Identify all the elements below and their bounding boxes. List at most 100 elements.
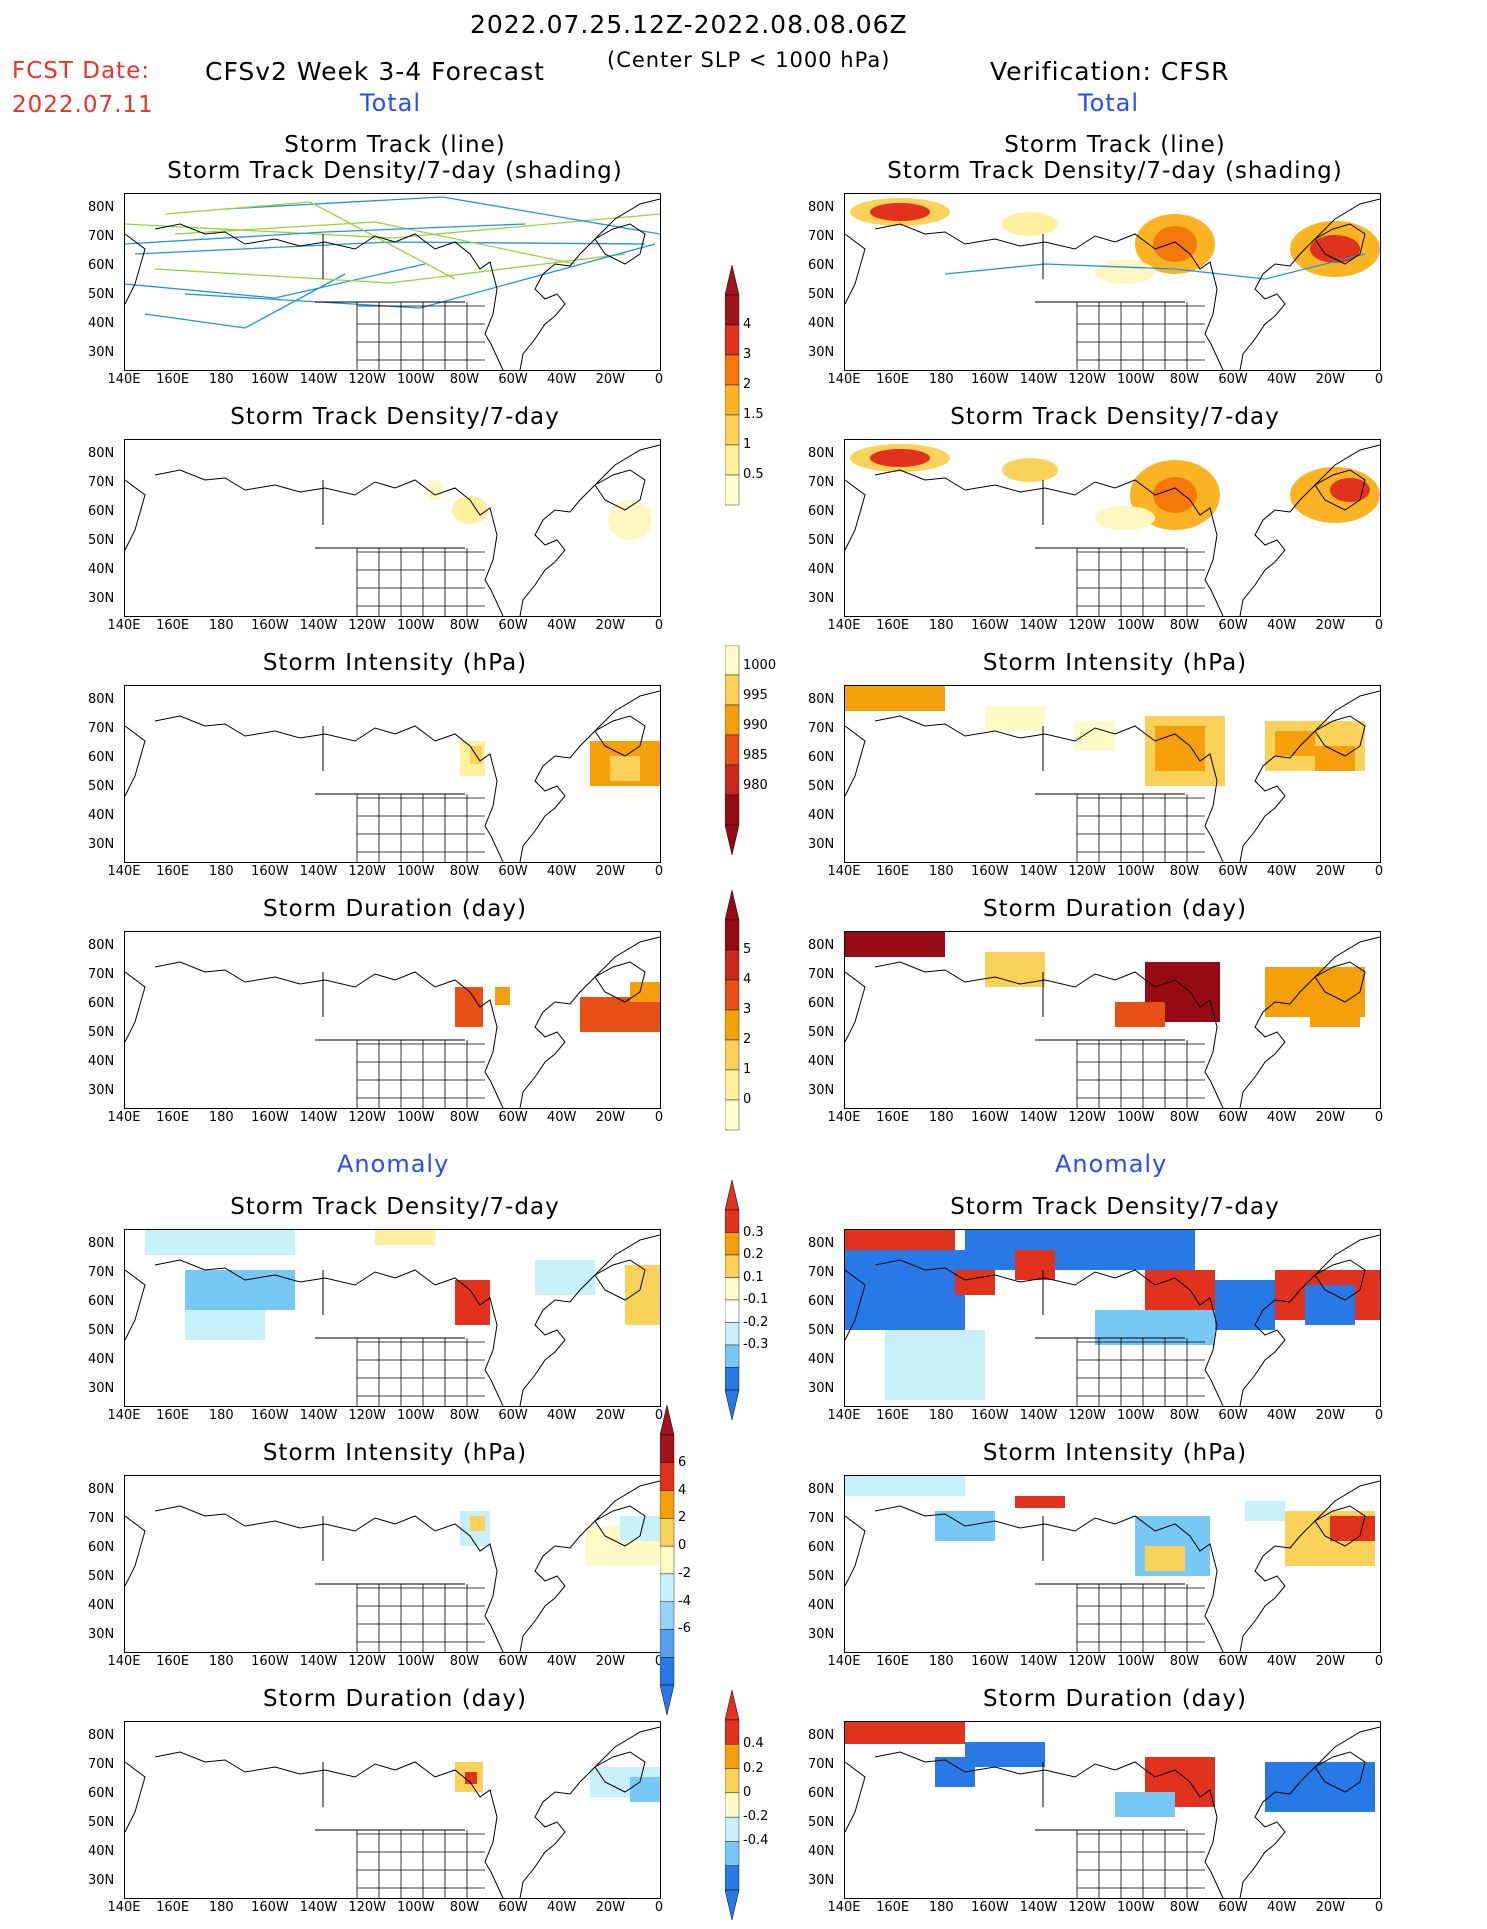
colorbar-tick-label: 1 bbox=[743, 437, 752, 452]
lon-tick-label: 160W bbox=[971, 618, 1009, 633]
lon-tick-label: 100W bbox=[396, 618, 435, 633]
lat-tick-label: 80N bbox=[88, 938, 115, 953]
lon-tick-label: 100W bbox=[1116, 372, 1155, 387]
lon-tick-label: 20W bbox=[1315, 864, 1346, 879]
lat-tick-label: 80N bbox=[808, 446, 835, 461]
lat-tick-label: 60N bbox=[88, 996, 115, 1011]
lon-tick-label: 120W bbox=[1068, 1654, 1107, 1669]
right-p7-title: Storm Duration (day) bbox=[983, 1686, 1247, 1712]
lon-tick-label: 40W bbox=[1267, 1408, 1297, 1423]
right-map-svg-2 bbox=[845, 444, 1380, 616]
lon-tick-label: 160E bbox=[876, 618, 910, 633]
colorbar-tick-label: 995 bbox=[743, 688, 768, 703]
lon-tick-label: 140W bbox=[1019, 1110, 1058, 1125]
lat-tick-label: 50N bbox=[88, 1569, 115, 1584]
colorbar-tick-label: -0.2 bbox=[743, 1809, 769, 1825]
lat-tick-label: 70N bbox=[808, 967, 835, 982]
lon-tick-label: 140W bbox=[299, 618, 338, 633]
lon-tick-label: 140E bbox=[107, 1110, 141, 1125]
lon-tick-label: 160W bbox=[971, 1110, 1009, 1125]
lon-tick-label: 160W bbox=[971, 864, 1009, 879]
lon-tick-label: 140W bbox=[1019, 1900, 1058, 1915]
lat-tick-label: 70N bbox=[808, 229, 835, 244]
colorbar-tick-label: 4 bbox=[678, 1482, 687, 1498]
lon-tick-label: 60W bbox=[498, 1408, 528, 1423]
lon-tick-label: 120W bbox=[348, 372, 387, 387]
lat-tick-label: 80N bbox=[808, 938, 835, 953]
lat-tick-label: 70N bbox=[88, 1511, 115, 1526]
lat-tick-label: 30N bbox=[808, 345, 835, 360]
left-map-svg-5 bbox=[125, 1230, 660, 1406]
lon-tick-label: 140E bbox=[107, 864, 141, 879]
lon-tick-label: 160E bbox=[156, 1110, 190, 1125]
lat-tick-label: 30N bbox=[88, 345, 115, 360]
lat-tick-label: 70N bbox=[88, 475, 115, 490]
lon-tick-label: 60W bbox=[498, 864, 528, 879]
lat-tick-label: 80N bbox=[808, 200, 835, 215]
lon-tick-label: 160W bbox=[971, 1654, 1009, 1669]
lon-tick-label: 160W bbox=[971, 1408, 1009, 1423]
lon-tick-label: 120W bbox=[348, 1654, 387, 1669]
lat-tick-label: 70N bbox=[808, 1265, 835, 1280]
lon-tick-label: 20W bbox=[595, 372, 626, 387]
lat-tick-label: 50N bbox=[808, 779, 835, 794]
right-p6-title: Storm Intensity (hPa) bbox=[982, 1440, 1248, 1466]
lon-tick-label: 80W bbox=[1169, 864, 1200, 879]
lat-tick-label: 80N bbox=[88, 1236, 115, 1251]
colorbar-tick-label: -0.2 bbox=[743, 1314, 769, 1330]
lon-tick-label: 160W bbox=[971, 372, 1009, 387]
lat-tick-label: 50N bbox=[808, 1323, 835, 1338]
right-map-panel-5 bbox=[844, 1229, 1381, 1407]
lon-tick-label: 20W bbox=[1315, 372, 1346, 387]
lon-tick-label: 140W bbox=[299, 1654, 338, 1669]
right-map-panel-6 bbox=[844, 1475, 1381, 1653]
lon-tick-label: 140W bbox=[1019, 1654, 1058, 1669]
lon-tick-label: 0 bbox=[654, 1900, 664, 1915]
lat-tick-label: 30N bbox=[808, 1381, 835, 1396]
criterion-label: (Center SLP < 1000 hPa) bbox=[607, 48, 891, 72]
lat-tick-label: 40N bbox=[808, 316, 835, 331]
right-map-svg-3 bbox=[845, 686, 1380, 862]
lon-tick-label: 20W bbox=[595, 1654, 626, 1669]
left-map-panel-7 bbox=[124, 1721, 661, 1899]
lon-tick-label: 140E bbox=[827, 1110, 861, 1125]
lon-tick-label: 160E bbox=[876, 1654, 910, 1669]
lat-tick-label: 80N bbox=[808, 1236, 835, 1251]
lon-tick-label: 140W bbox=[1019, 1408, 1058, 1423]
colorbar-tick-label: -0.4 bbox=[743, 1833, 769, 1849]
lon-tick-label: 140W bbox=[299, 864, 338, 879]
right-p1-title1: Storm Track (line) bbox=[1004, 132, 1226, 158]
lon-tick-label: 140E bbox=[827, 1408, 861, 1423]
colorbar-tick-label: 5 bbox=[743, 942, 752, 957]
lon-tick-label: 80W bbox=[449, 1900, 480, 1915]
lon-tick-label: 60W bbox=[1218, 1110, 1248, 1125]
lon-tick-label: 80W bbox=[449, 372, 480, 387]
lon-tick-label: 120W bbox=[348, 618, 387, 633]
lon-tick-label: 100W bbox=[396, 864, 435, 879]
lat-tick-label: 40N bbox=[88, 1598, 115, 1613]
lon-tick-label: 60W bbox=[1218, 1900, 1248, 1915]
lat-tick-label: 30N bbox=[88, 1083, 115, 1098]
lon-tick-label: 120W bbox=[1068, 1900, 1107, 1915]
lat-tick-label: 60N bbox=[88, 1786, 115, 1801]
right-map-svg-4 bbox=[845, 932, 1380, 1108]
lon-tick-label: 160W bbox=[251, 372, 289, 387]
lon-tick-label: 20W bbox=[595, 1408, 626, 1423]
lat-tick-label: 30N bbox=[808, 591, 835, 606]
colorbar-tick-label: 0.2 bbox=[743, 1760, 764, 1776]
lat-tick-label: 50N bbox=[88, 1815, 115, 1830]
lon-tick-label: 180 bbox=[208, 618, 234, 633]
colorbar-tick-label: 4 bbox=[743, 317, 752, 332]
colorbar-tick-label: 4 bbox=[743, 972, 752, 987]
lon-tick-label: 100W bbox=[1116, 1900, 1155, 1915]
lon-tick-label: 60W bbox=[1218, 618, 1248, 633]
lon-tick-label: 180 bbox=[208, 1900, 234, 1915]
lon-tick-label: 140W bbox=[299, 1408, 338, 1423]
lon-tick-label: 0 bbox=[654, 1110, 664, 1125]
left-map-svg-4 bbox=[125, 936, 660, 1108]
lat-tick-label: 40N bbox=[808, 562, 835, 577]
verification-label: Verification: CFSR bbox=[990, 57, 1230, 86]
lon-tick-label: 140E bbox=[827, 864, 861, 879]
fcst-date-label: FCST Date: bbox=[12, 58, 150, 84]
lat-tick-label: 70N bbox=[88, 1757, 115, 1772]
